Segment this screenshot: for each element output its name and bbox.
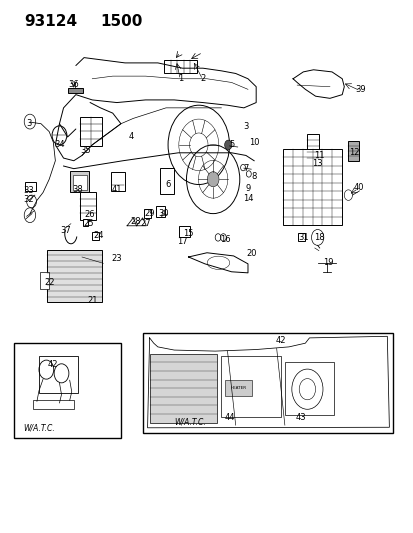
Text: 1: 1 [177,74,183,83]
Text: 20: 20 [245,249,256,258]
Text: 39: 39 [354,85,365,94]
Text: 29: 29 [144,209,154,218]
Text: 24: 24 [93,231,103,240]
Text: 8: 8 [251,172,256,181]
Bar [348,141,358,161]
Text: 4: 4 [128,132,133,141]
Text: 34: 34 [54,140,64,149]
Bar [14,343,121,438]
Text: 12: 12 [349,148,359,157]
Text: 23: 23 [111,254,122,263]
Circle shape [207,172,218,187]
Text: 16: 16 [220,235,230,244]
Text: 32: 32 [24,195,34,204]
Bar [282,149,342,225]
Text: 2: 2 [200,74,205,83]
Text: 27: 27 [140,219,150,228]
Bar [24,182,36,191]
Text: 11: 11 [314,151,324,160]
Bar [72,175,86,190]
Text: 30: 30 [158,209,169,218]
Text: 18: 18 [313,233,324,242]
Bar [40,272,49,289]
Text: 93124: 93124 [24,14,78,29]
Text: 6: 6 [165,180,170,189]
Bar [225,380,252,396]
Text: 37: 37 [60,226,71,235]
Text: 26: 26 [85,210,95,219]
Text: 33: 33 [23,187,34,196]
Text: 28: 28 [130,217,140,226]
Bar [284,362,333,415]
Text: 5: 5 [228,140,234,149]
Bar [159,168,174,193]
Text: 38: 38 [72,185,83,195]
Text: 40: 40 [353,183,363,192]
Text: 43: 43 [295,413,306,422]
Text: 17: 17 [177,237,187,246]
Text: 15: 15 [183,229,193,238]
Text: 25: 25 [83,219,93,228]
Text: 3: 3 [26,119,31,128]
Text: 1500: 1500 [100,14,142,29]
Text: W/A.T.C.: W/A.T.C. [174,418,206,427]
Bar [39,357,78,393]
Bar [33,400,74,409]
Text: 10: 10 [248,138,259,147]
Bar [80,192,95,220]
Circle shape [224,140,231,150]
Text: 31: 31 [297,233,308,242]
Bar [221,357,280,417]
Text: 42: 42 [48,360,58,369]
Bar [144,209,150,218]
Bar [307,134,318,164]
Text: 21: 21 [87,296,97,305]
Text: 42: 42 [275,336,285,345]
Text: 41: 41 [112,185,122,195]
Bar [47,249,102,302]
Bar [149,354,217,423]
Bar [297,233,304,241]
Text: 7: 7 [243,164,248,173]
Bar [179,226,189,237]
Ellipse shape [206,256,229,269]
Bar [143,333,392,433]
Bar [92,232,99,240]
Text: 9: 9 [245,184,250,193]
Text: W/A.T.C.: W/A.T.C. [23,423,55,432]
Bar [80,117,102,146]
Bar [110,172,125,191]
Bar [67,88,83,93]
Text: HEATER: HEATER [230,386,246,390]
Text: 36: 36 [68,79,79,88]
Text: 14: 14 [242,195,253,203]
Text: 13: 13 [311,159,322,168]
Text: 35: 35 [81,146,91,155]
Bar [164,60,196,74]
Text: 22: 22 [44,278,55,287]
Bar [83,220,88,227]
Bar [69,171,89,192]
Bar [155,206,164,217]
Text: 3: 3 [243,122,248,131]
Text: 44: 44 [224,413,234,422]
Bar [308,163,317,168]
Text: 19: 19 [322,258,332,267]
